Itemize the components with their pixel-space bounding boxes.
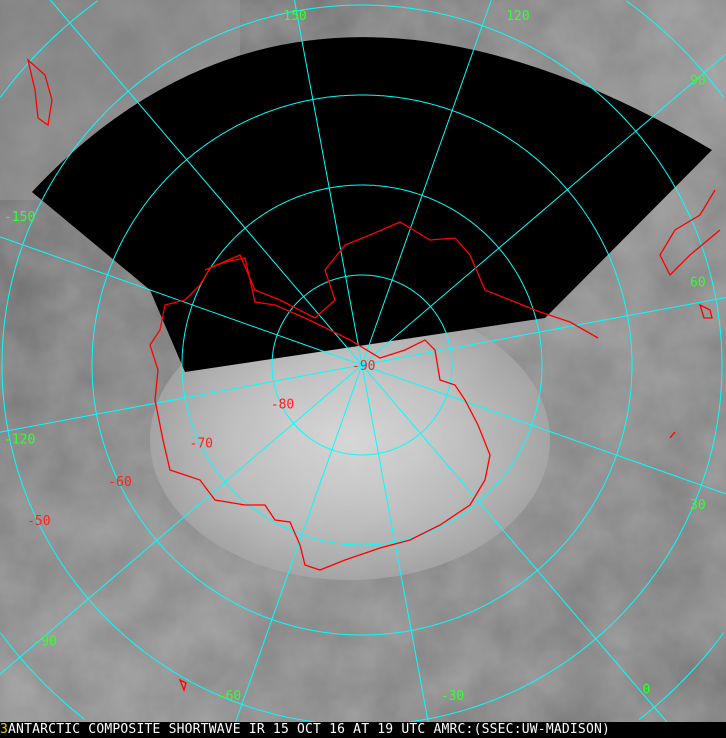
- meridian-line: [293, 0, 363, 366]
- longitude-label: 60: [690, 275, 706, 290]
- latitude-circle: [626, 0, 725, 98]
- antarctica-coastline: [149, 257, 491, 571]
- meridian-line: [49, 0, 363, 366]
- longitude-label: -150: [4, 210, 35, 225]
- caption-text: ANTARCTIC COMPOSITE SHORTWAVE IR 15 OCT …: [8, 722, 611, 737]
- latitude-circle: [408, 365, 723, 723]
- latitude-label: -70: [190, 436, 213, 451]
- latitude-circle: [181, 184, 543, 546]
- longitude-label: 0: [643, 682, 651, 697]
- latitude-label: -50: [27, 514, 50, 529]
- no-data-region: [32, 37, 712, 372]
- longitude-label: 150: [283, 9, 306, 24]
- longitude-label: 30: [690, 498, 706, 513]
- longitude-label: 120: [506, 9, 529, 24]
- meridian-line: [361, 0, 492, 366]
- longitude-label: 90: [690, 73, 706, 88]
- grid-labels: 150 120 90 60 30 0 -30 -60 -90 -120 -150 -90 -80 -70 -…: [4, 9, 706, 704]
- longitude-label: -60: [218, 689, 241, 704]
- coastline-islands: [178, 303, 713, 693]
- longitude-label: -30: [441, 689, 464, 704]
- longitude-label: -120: [4, 433, 35, 448]
- image-caption: 3ANTARCTIC COMPOSITE SHORTWAVE IR 15 OCT…: [0, 722, 726, 738]
- latitude-label: -90: [352, 359, 375, 374]
- latitude-circle: [271, 274, 453, 456]
- latitude-label: -80: [271, 398, 294, 413]
- meridian-line: [0, 364, 363, 675]
- latitude-label: -60: [108, 475, 131, 490]
- meridian-line: [361, 364, 726, 495]
- latitude-circle: [91, 94, 633, 636]
- ice-sheet-imagery: [150, 300, 550, 580]
- meridian-line: [361, 53, 726, 366]
- meridian-line: [0, 364, 363, 433]
- latitude-circle: [0, 0, 98, 98]
- latitude-circle: [1, 4, 723, 723]
- caption-marker: 3: [0, 722, 9, 737]
- meridian-line: [361, 297, 726, 366]
- longitude-label: -90: [34, 635, 57, 650]
- meridian-line: [361, 364, 668, 723]
- latitude-circle: [638, 632, 725, 720]
- coastline: [26, 58, 721, 693]
- coastline-dark-region: [204, 221, 599, 339]
- latitude-circle: [0, 632, 86, 720]
- coastline-right: [659, 189, 721, 277]
- coastline-south-america: [26, 58, 53, 127]
